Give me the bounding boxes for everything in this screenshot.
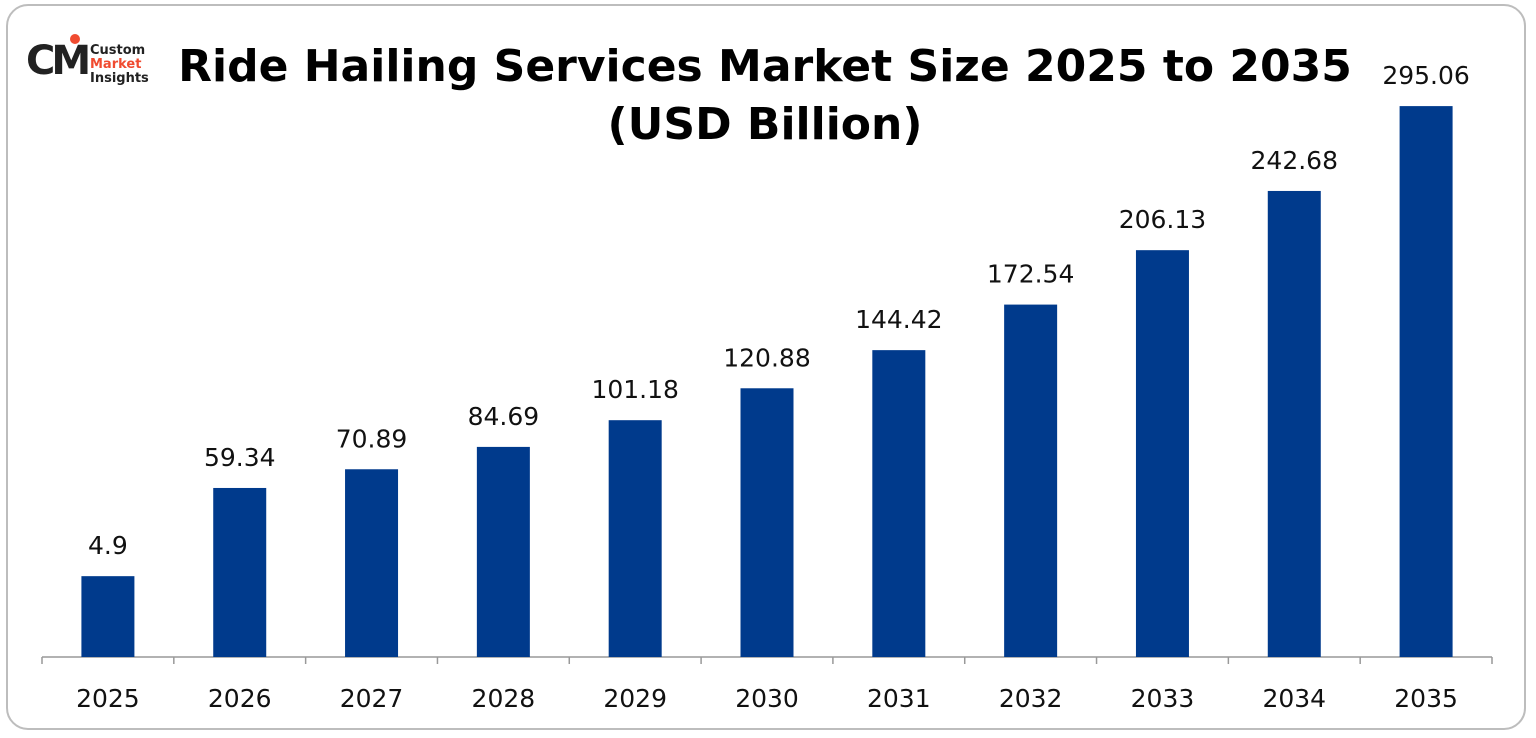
x-tick-label-2032: 2032 [999,684,1063,713]
logo: CM Custom Market Insights [26,32,166,96]
data-label-2026: 59.34 [204,443,276,472]
bar-2033 [1135,250,1189,657]
bar-2031 [872,350,926,657]
x-tick-label-2030: 2030 [735,684,799,713]
bar-2028 [476,446,530,657]
chart-title: Ride Hailing Services Market Size 2025 t… [150,38,1380,154]
x-tick-label-2035: 2035 [1394,684,1458,713]
data-label-2027: 70.89 [336,424,408,453]
x-tick-label-2029: 2029 [603,684,667,713]
bar-2032 [1004,304,1058,657]
bar-2027 [345,469,399,657]
bar-2030 [740,388,794,657]
x-tick-label-2026: 2026 [208,684,272,713]
logo-text-custom: Custom [90,43,146,58]
x-tick-label-2027: 2027 [340,684,404,713]
bar-2026 [213,487,267,657]
data-label-2035: 295.06 [1382,61,1469,90]
data-label-2030: 120.88 [723,343,810,372]
bar-2025 [81,576,135,657]
x-tick-label-2031: 2031 [867,684,931,713]
bar-2034 [1267,190,1321,657]
bar-2029 [608,420,662,657]
data-label-2034: 242.68 [1251,146,1338,175]
chart-title-line2: (USD Billion) [607,99,923,150]
logo-dot-icon [70,34,80,44]
data-label-2032: 172.54 [987,260,1074,289]
data-label-2025: 4.9 [88,531,128,560]
chart-title-line1: Ride Hailing Services Market Size 2025 t… [178,41,1352,92]
logo-text-market: Market [90,57,142,72]
data-label-2033: 206.13 [1119,205,1206,234]
x-tick-label-2025: 2025 [76,684,140,713]
data-label-2031: 144.42 [855,305,942,334]
logo-text-insights: Insights [90,71,149,86]
x-tick-label-2028: 2028 [472,684,536,713]
logo-mark: CM [26,38,91,84]
data-label-2028: 84.69 [468,402,540,431]
chart-frame [6,4,1526,730]
data-label-2029: 101.18 [591,375,678,404]
bar-2035 [1399,106,1453,658]
x-tick-label-2034: 2034 [1262,684,1326,713]
x-tick-label-2033: 2033 [1131,684,1195,713]
